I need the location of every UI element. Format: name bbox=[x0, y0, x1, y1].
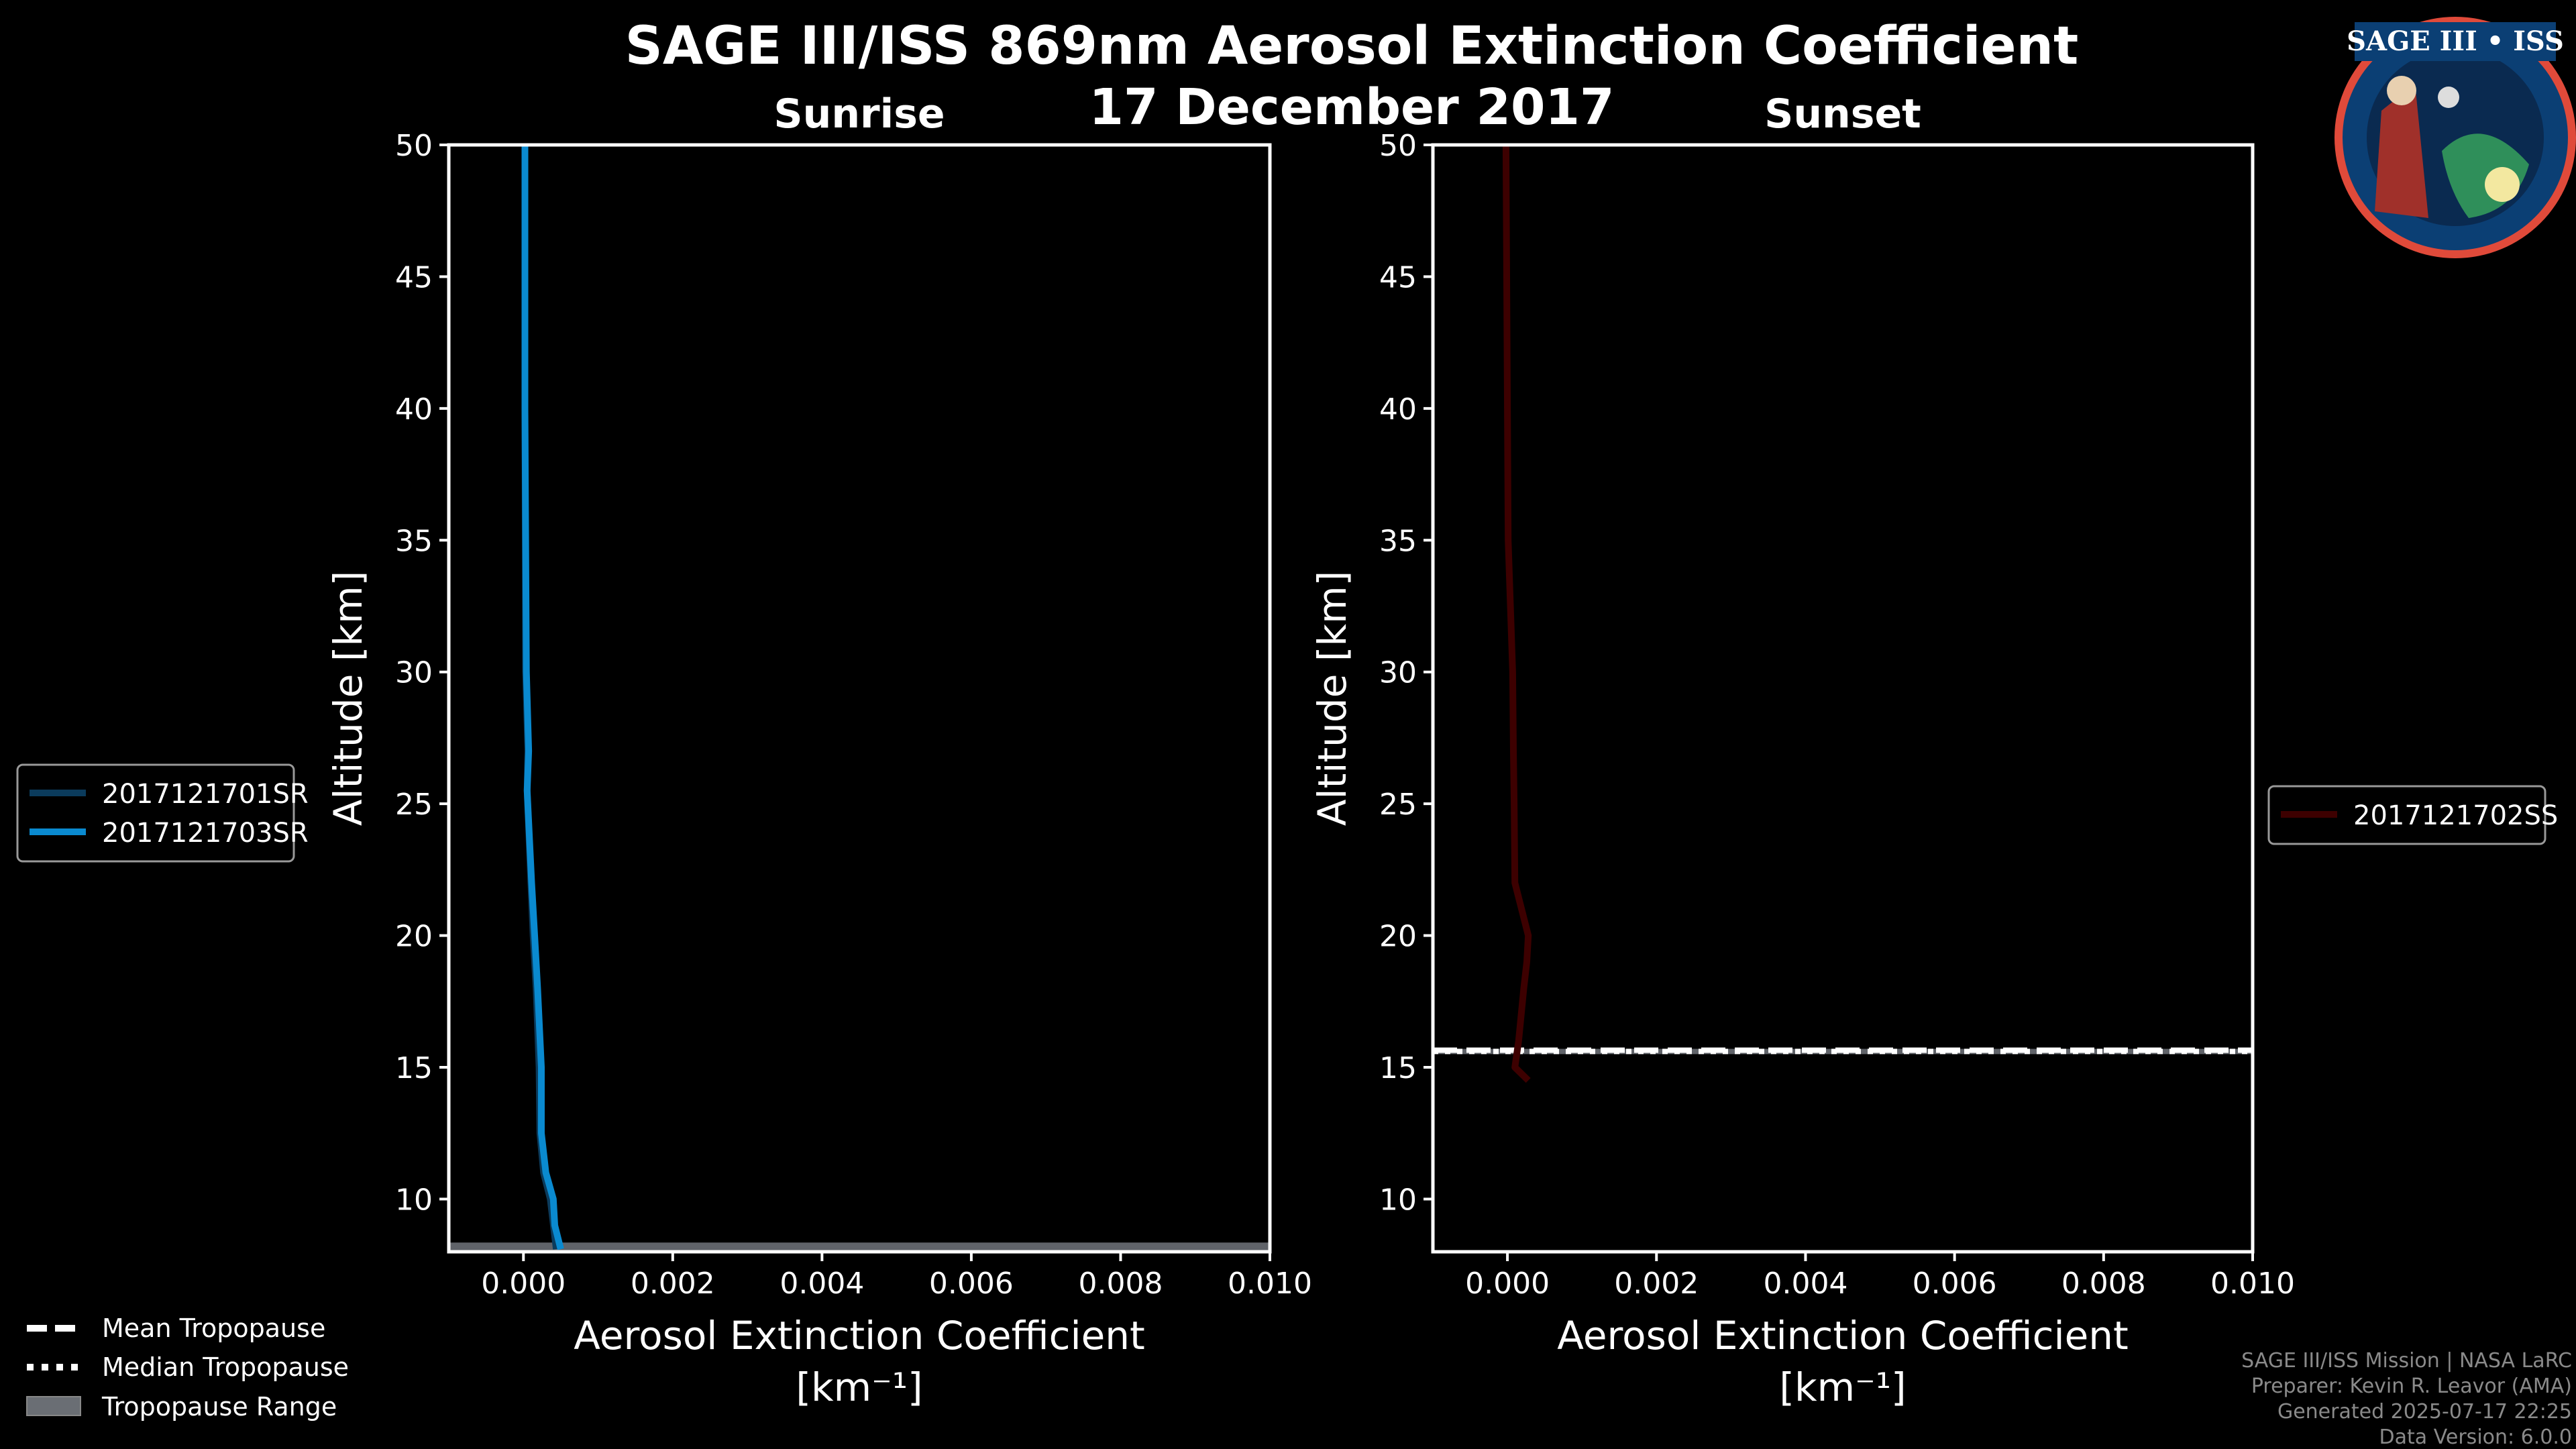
y-tick-label: 40 bbox=[1379, 392, 1417, 427]
panel-title: Sunrise bbox=[773, 91, 945, 138]
series-line-2017121703SR bbox=[521, 145, 564, 1250]
mean-tropopause-label: Mean Tropopause bbox=[102, 1313, 325, 1343]
axes-frame bbox=[447, 143, 1272, 1254]
y-tick-label: 25 bbox=[395, 788, 433, 822]
legend-label: 2017121702SS bbox=[2353, 800, 2558, 831]
x-tick-label: 0.008 bbox=[1078, 1267, 1163, 1301]
x-tick-label: 0.000 bbox=[1465, 1267, 1550, 1301]
x-tick-label: 0.010 bbox=[1228, 1267, 1312, 1301]
sunrise-axes: Sunrise 0.000 0.002 0.004 0.006 0.008 0.010 10 1… bbox=[16, 91, 1312, 1410]
x-tick-label: 0.000 bbox=[481, 1267, 566, 1301]
median-tropopause-label: Median Tropopause bbox=[102, 1352, 349, 1382]
y-tick-label: 50 bbox=[395, 129, 433, 163]
y-tick-label: 10 bbox=[395, 1183, 433, 1217]
logo-text: SAGE III • ISS bbox=[2347, 25, 2564, 57]
sunset-legend: 2017121702SS bbox=[2267, 785, 2558, 845]
y-tick-label: 45 bbox=[1379, 260, 1417, 294]
x-tick-label: 0.004 bbox=[1763, 1267, 1847, 1301]
sage-iii-iss-logo: SAGE III • ISS bbox=[2334, 17, 2576, 258]
y-tick-label: 45 bbox=[395, 260, 433, 294]
sunset-axes: Sunset 0.000 0.002 0.004 0.006 0.008 0.010 10 15… bbox=[1309, 91, 2558, 1410]
legend-box bbox=[16, 763, 295, 863]
y-tick-label: 40 bbox=[395, 392, 433, 427]
x-tick-label: 0.004 bbox=[780, 1267, 864, 1301]
x-tick-label: 0.008 bbox=[2061, 1267, 2146, 1301]
axes-frame bbox=[1431, 143, 2255, 1254]
y-tick-label: 25 bbox=[1379, 788, 1417, 822]
x-tick-label: 0.002 bbox=[631, 1267, 715, 1301]
y-tick-label: 20 bbox=[1379, 920, 1417, 954]
y-tick-label: 20 bbox=[395, 920, 433, 954]
legend-box bbox=[2267, 785, 2546, 845]
y-tick-label: 15 bbox=[1379, 1051, 1417, 1085]
footer-generated: Generated 2025-07-17 22:25 bbox=[2277, 1400, 2572, 1424]
x-axis-units: [km⁻¹] bbox=[1779, 1364, 1906, 1410]
x-axis-label: Aerosol Extinction Coefficient bbox=[1557, 1313, 2129, 1358]
footer-mission: SAGE III/ISS Mission | NASA LaRC bbox=[2241, 1349, 2572, 1373]
x-tick-label: 0.006 bbox=[929, 1267, 1014, 1301]
figure-subtitle: 17 December 2017 bbox=[1089, 78, 1615, 136]
y-axis-label: Altitude [km] bbox=[325, 571, 371, 826]
x-axis-label: Aerosol Extinction Coefficient bbox=[574, 1313, 1145, 1358]
y-axis-label: Altitude [km] bbox=[1309, 571, 1355, 826]
footer-credits: SAGE III/ISS Mission | NASA LaRC Prepare… bbox=[2241, 1349, 2572, 1449]
footer-data-version: Data Version: 6.0.0 bbox=[2379, 1426, 2572, 1449]
y-tick-label: 10 bbox=[1379, 1183, 1417, 1217]
x-axis-units: [km⁻¹] bbox=[796, 1364, 922, 1410]
y-tick-label: 30 bbox=[395, 656, 433, 690]
tropopause-range-band bbox=[449, 1242, 1270, 1251]
figure-title: SAGE III/ISS 869nm Aerosol Extinction Co… bbox=[625, 16, 2079, 76]
tropopause-legend: Mean Tropopause Median Tropopause Tropop… bbox=[26, 1313, 349, 1421]
y-tick-label: 30 bbox=[1379, 656, 1417, 690]
y-tick-label: 50 bbox=[1379, 129, 1417, 163]
footer-preparer: Preparer: Kevin R. Leavor (AMA) bbox=[2251, 1375, 2572, 1398]
panel-title: Sunset bbox=[1764, 91, 1921, 138]
legend-label: 2017121703SR bbox=[102, 818, 309, 849]
y-tick-label: 35 bbox=[395, 524, 433, 558]
tropopause-range-swatch bbox=[26, 1396, 81, 1416]
series-line-2017121702SS bbox=[1502, 144, 1532, 1083]
x-tick-label: 0.010 bbox=[2210, 1267, 2295, 1301]
sunrise-legend: 2017121701SR 2017121703SR bbox=[16, 763, 309, 863]
y-tick-label: 15 bbox=[395, 1051, 433, 1085]
tropopause-range-label: Tropopause Range bbox=[101, 1392, 337, 1421]
legend-label: 2017121701SR bbox=[102, 779, 309, 810]
y-tick-label: 35 bbox=[1379, 524, 1417, 558]
x-tick-label: 0.002 bbox=[1614, 1267, 1699, 1301]
x-tick-label: 0.006 bbox=[1913, 1267, 1997, 1301]
